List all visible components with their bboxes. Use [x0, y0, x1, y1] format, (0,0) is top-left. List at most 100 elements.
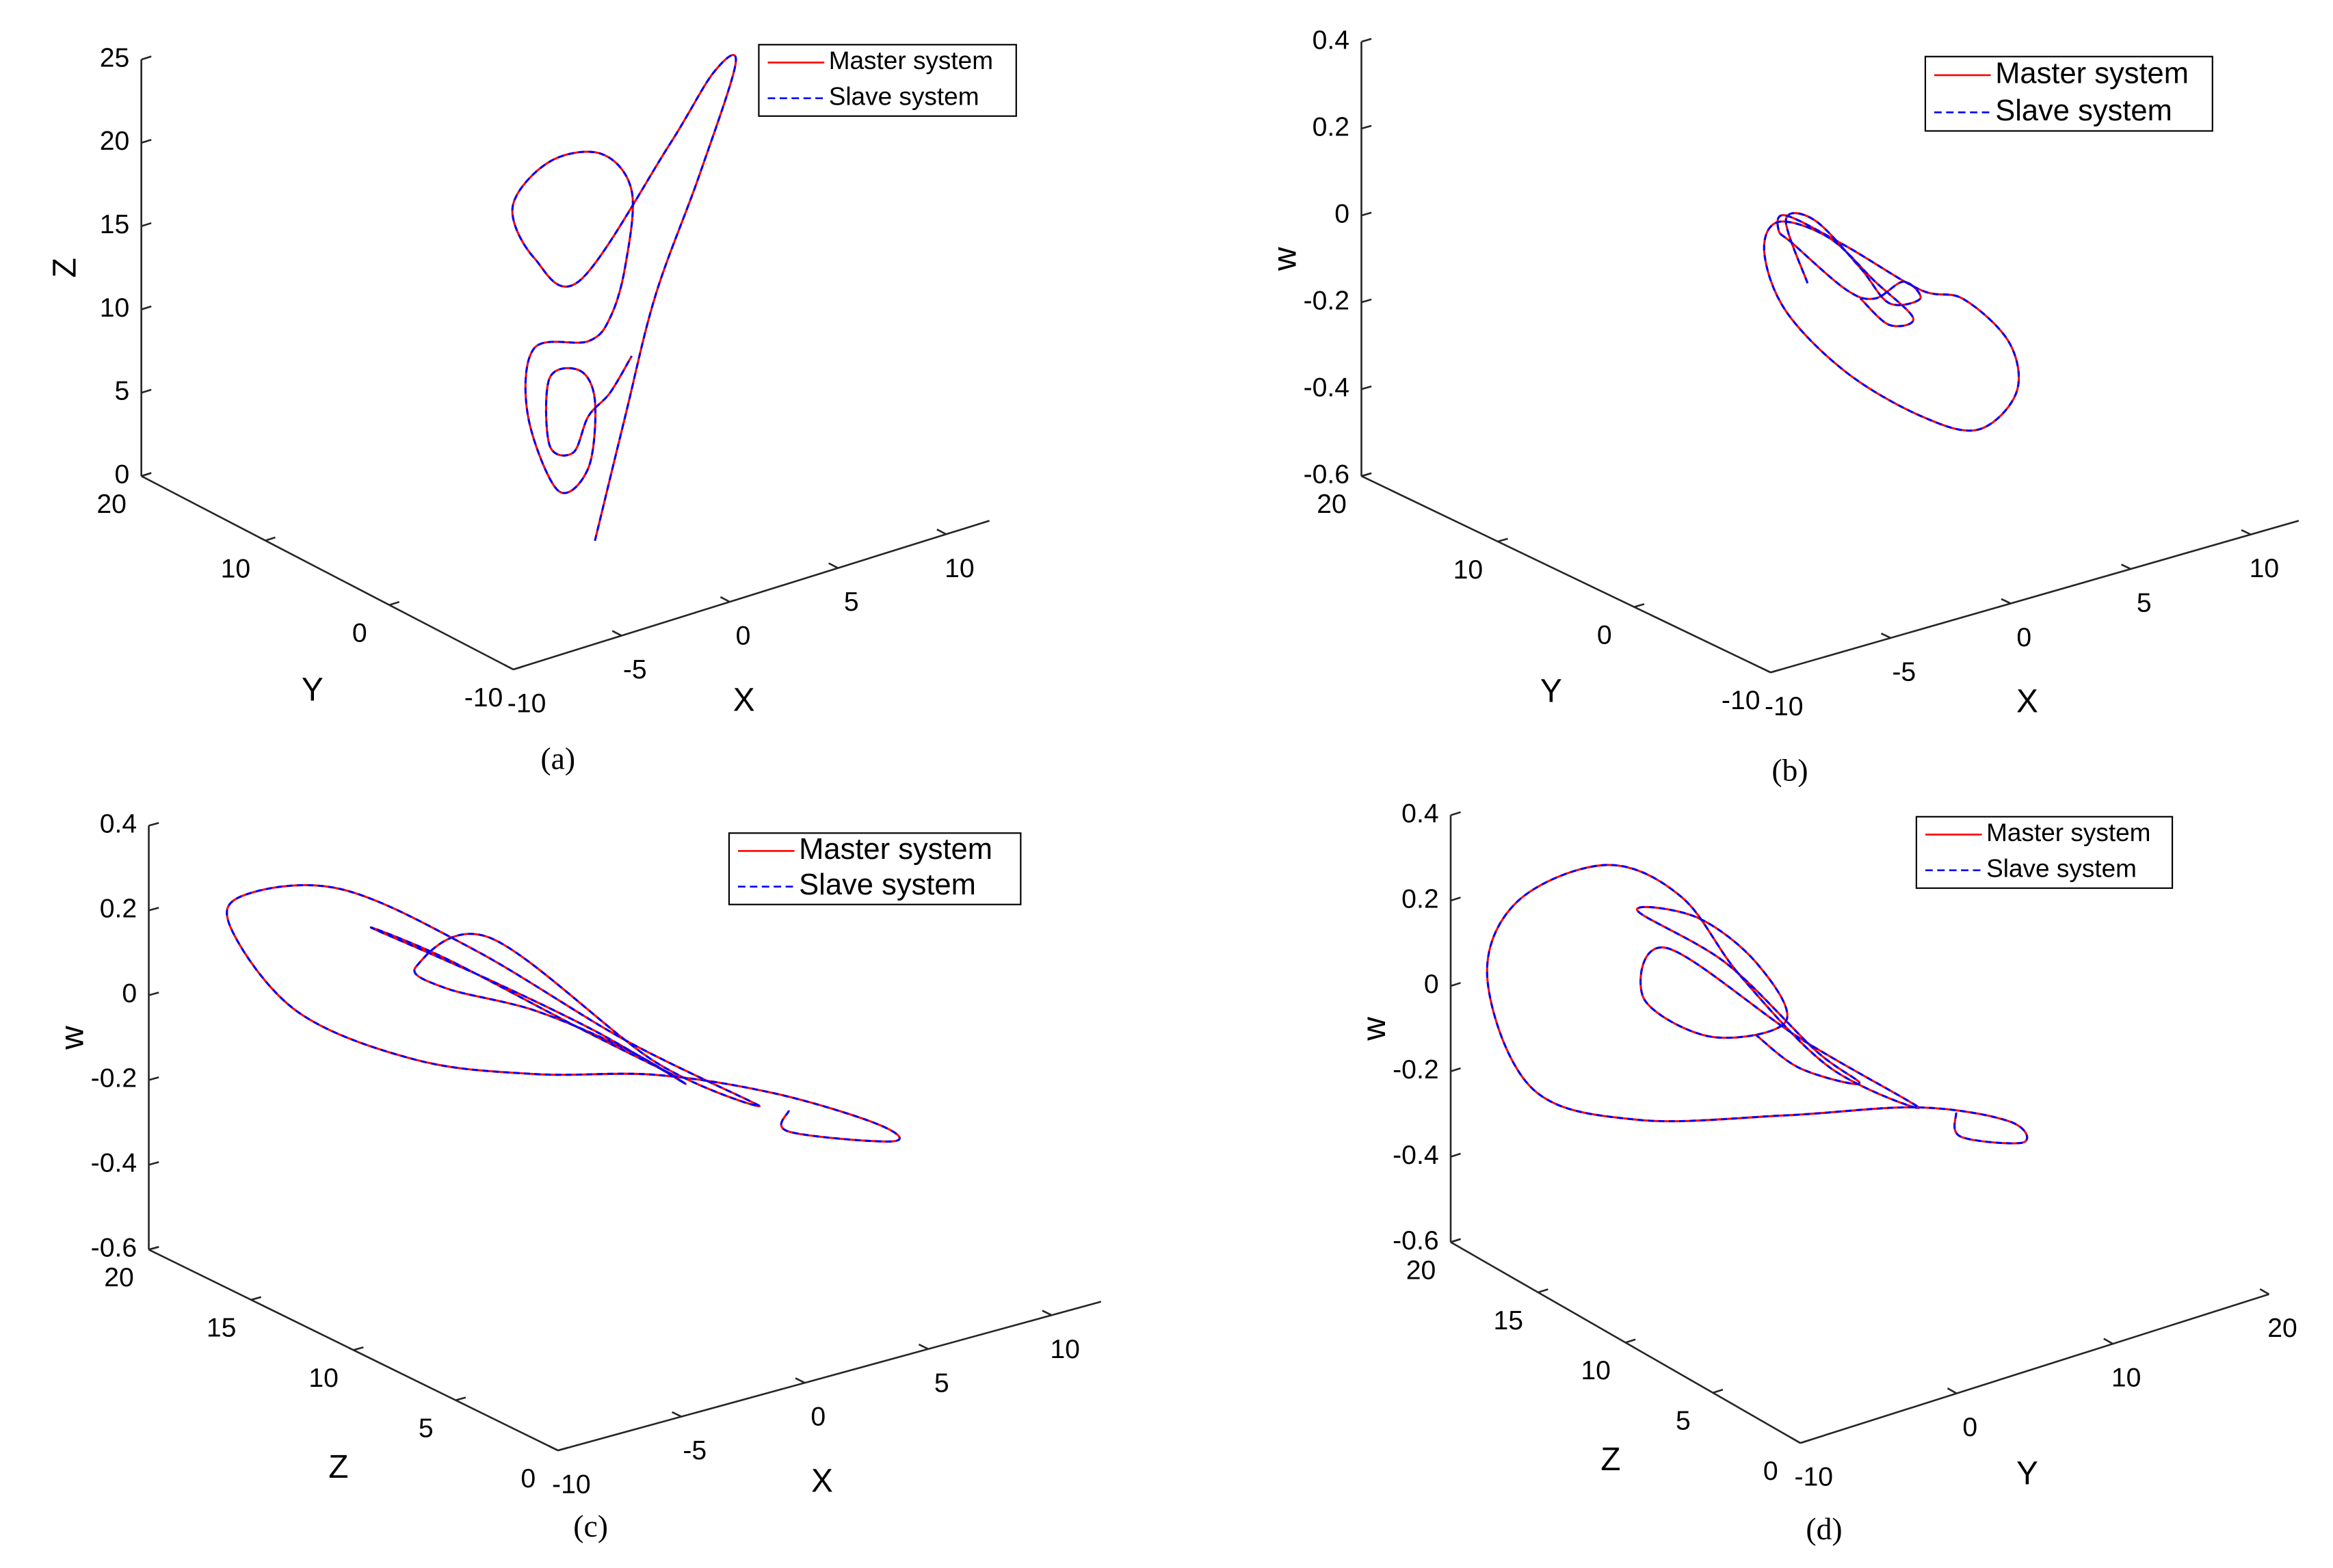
x-tick-label: 0	[736, 622, 751, 651]
legend-label: Slave system	[799, 868, 976, 901]
y-tick	[1497, 537, 1508, 543]
z-tick	[1361, 385, 1372, 390]
x-tick	[1791, 1437, 1801, 1444]
x-tick-label: 20	[2267, 1314, 2297, 1343]
z-tick	[1361, 38, 1372, 43]
x-tick-label: 0	[1962, 1413, 1977, 1442]
x-tick	[503, 663, 514, 671]
z-tick-label: 0	[114, 460, 129, 490]
y-tick-label: -10	[1722, 686, 1761, 715]
y-tick	[250, 1296, 262, 1301]
trajectory	[226, 883, 901, 1143]
x-tick	[936, 529, 947, 535]
x-axis-label: X	[811, 1463, 833, 1500]
z-tick-label: -0.4	[1393, 1141, 1438, 1170]
legend-label: Master system	[829, 46, 993, 75]
z-tick	[1361, 124, 1372, 130]
y-tick-label: 0	[1763, 1457, 1778, 1486]
y-tick-label: 10	[1581, 1356, 1611, 1385]
z-axis-label: Z	[47, 258, 83, 278]
legend-label: Master system	[1986, 819, 2150, 847]
y-tick	[557, 1446, 568, 1452]
x-tick-label: 0	[2016, 623, 2031, 652]
x-tick	[671, 1411, 682, 1418]
y-tick-label: 5	[1676, 1407, 1691, 1436]
z-tick-label: 20	[100, 127, 130, 156]
axis-line	[1770, 520, 2299, 674]
z-axis-label: w	[54, 1026, 90, 1050]
z-tick	[148, 822, 159, 827]
axis-line	[557, 1301, 1102, 1452]
y-axis-label: Z	[1600, 1441, 1620, 1478]
z-tick-label: -0.6	[91, 1234, 137, 1263]
z-tick-label: 0.2	[1313, 112, 1349, 142]
z-tick	[148, 1076, 159, 1081]
x-tick	[918, 1343, 929, 1350]
legend-label: Slave system	[1995, 94, 2172, 127]
z-tick	[141, 472, 152, 477]
z-tick	[141, 305, 152, 310]
z-axis-label: w	[1267, 247, 1303, 271]
x-tick-label: 10	[1050, 1335, 1080, 1364]
caption: (c)	[573, 1509, 608, 1543]
x-tick	[2259, 1288, 2270, 1295]
legend-box	[728, 832, 1022, 905]
z-tick-label: -0.6	[1393, 1226, 1438, 1255]
y-tick	[353, 1346, 364, 1351]
z-tick-label: -0.4	[91, 1149, 137, 1178]
x-tick-label: 10	[2250, 554, 2280, 583]
x-tick-label: -10	[1765, 692, 1804, 721]
trajectory	[1486, 864, 2029, 1145]
z-tick-label: 0.4	[1313, 25, 1349, 55]
x-tick-label: -5	[1892, 657, 1916, 687]
z-tick-label: 0	[122, 979, 137, 1009]
z-tick	[141, 222, 152, 227]
x-tick	[611, 630, 622, 637]
z-tick-label: 0	[1334, 199, 1349, 228]
y-tick	[1625, 1338, 1636, 1344]
y-tick	[513, 665, 524, 671]
legend-box	[758, 44, 1017, 117]
z-tick-label: 0.2	[1401, 884, 1438, 914]
x-tick	[795, 1377, 806, 1384]
x-tick-label: -10	[1795, 1463, 1834, 1492]
x-tick	[2241, 529, 2252, 535]
x-tick	[720, 596, 730, 603]
z-tick-label: 0.4	[100, 810, 137, 839]
z-axis-label: w	[1356, 1017, 1393, 1041]
y-axis-label: Y	[302, 672, 324, 708]
y-tick-label: 20	[104, 1263, 134, 1292]
x-tick	[2001, 598, 2012, 604]
x-tick-label: -10	[552, 1470, 591, 1500]
z-tick	[1450, 896, 1461, 902]
x-tick	[828, 562, 839, 569]
legend-box	[1924, 55, 2213, 132]
z-tick	[1361, 472, 1372, 477]
y-tick-label: 15	[1494, 1306, 1524, 1336]
x-tick	[2120, 563, 2131, 570]
y-tick	[1538, 1288, 1548, 1294]
trajectory	[511, 53, 737, 542]
z-tick	[148, 907, 159, 912]
y-tick-label: 15	[207, 1314, 237, 1343]
y-tick-label: -10	[464, 683, 503, 713]
x-tick-label: 5	[934, 1368, 949, 1398]
legend-label: Master system	[799, 833, 992, 866]
caption: (a)	[540, 741, 575, 775]
axis-line	[513, 520, 990, 671]
y-tick-label: 10	[308, 1364, 339, 1393]
x-tick	[548, 1445, 559, 1452]
y-tick-label: 20	[96, 490, 127, 519]
z-tick	[1450, 1152, 1461, 1158]
y-tick	[1770, 668, 1781, 674]
z-tick	[148, 1161, 159, 1166]
z-tick-label: -0.2	[91, 1064, 137, 1093]
z-tick-label: 25	[100, 43, 130, 72]
y-tick-label: 0	[352, 619, 367, 648]
z-tick	[1361, 211, 1372, 217]
x-tick-label: 10	[945, 554, 975, 583]
y-tick	[265, 536, 276, 542]
